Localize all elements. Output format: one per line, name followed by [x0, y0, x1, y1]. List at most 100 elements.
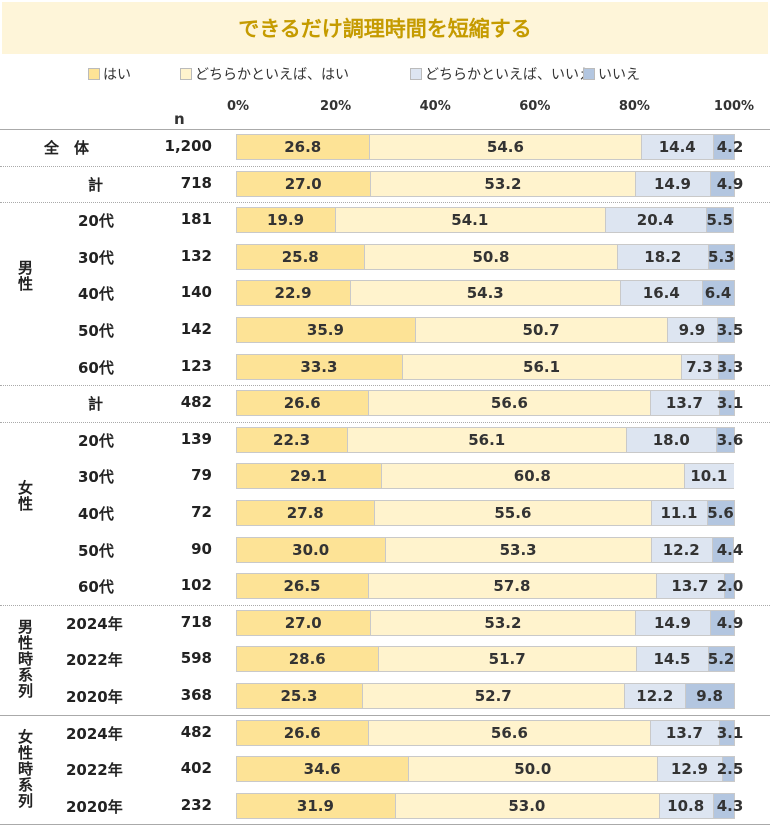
bar-segment-4: [718, 390, 735, 417]
legend-label: どちらかといえば、はい: [195, 67, 349, 83]
stacked-bar: 29.1 60.8 10.1: [236, 463, 734, 490]
stacked-bar: 22.3 56.1 18.0 3.6: [236, 426, 743, 453]
n-value: 139: [180, 429, 212, 448]
bar-segment-1: [236, 573, 368, 600]
bar-segment-4: [724, 573, 735, 600]
bar-segment-3: [635, 646, 709, 673]
data-label: 13.7: [665, 394, 703, 413]
data-label: 56.1: [523, 357, 561, 376]
data-label: 25.8: [281, 247, 319, 266]
data-label: 9.8: [696, 687, 723, 705]
data-label: 18.0: [652, 430, 690, 449]
stacked-bar: 35.9 50.7 9.9 3.5: [236, 317, 743, 343]
n-value: 368: [180, 686, 212, 704]
data-label: 4.4: [716, 540, 744, 559]
bar-segment-2: [414, 317, 668, 343]
data-label: 57.8: [493, 577, 531, 596]
stacked-bar: 28.6 51.7 14.5 5.2: [236, 646, 735, 673]
data-label: 53.0: [508, 796, 546, 815]
bar-segment-3: [624, 683, 686, 709]
bar-segment-4: [709, 170, 735, 197]
bar-segment-2: [368, 719, 651, 746]
n-header: n: [174, 110, 185, 128]
bar-segment-4: [716, 317, 735, 343]
separator: [0, 604, 770, 606]
bar-segment-2: [378, 646, 636, 673]
n-value: 140: [180, 283, 212, 302]
data-label: 54.6: [486, 138, 524, 156]
bar-segment-1: [236, 609, 371, 636]
bar-segment-2: [364, 243, 618, 270]
bar-segment-3: [651, 500, 707, 526]
n-value: 482: [180, 722, 212, 741]
bar-segment-2: [369, 134, 642, 160]
data-label: 19.9: [267, 211, 305, 230]
bar-segment-2: [380, 463, 684, 490]
bar-segment-2: [374, 500, 652, 526]
data-label: 52.7: [474, 687, 512, 705]
bar-segment-4: [718, 719, 735, 746]
bar-segment-4: [706, 207, 735, 234]
separator: [0, 824, 770, 826]
data-label: 25.3: [280, 687, 318, 705]
bar-segment-4: [712, 792, 735, 819]
bar-segment-3: [683, 463, 734, 490]
data-label: 53.2: [484, 613, 522, 632]
n-value: 1,200: [164, 137, 212, 155]
bar-segment-3: [667, 317, 717, 343]
bar-segment-1: [236, 280, 351, 307]
x-tick-label: 80%: [618, 99, 650, 114]
n-value: 181: [180, 210, 212, 229]
data-label: 29.1: [289, 467, 327, 486]
bar-segment-2: [394, 792, 659, 819]
data-label: 53.3: [499, 540, 537, 559]
data-label: 10.1: [690, 467, 728, 486]
bar-segment-1: [236, 134, 370, 160]
bar-segment-4: [716, 426, 735, 453]
n-value: 232: [180, 795, 212, 814]
bar-segment-1: [236, 756, 409, 783]
n-value: 132: [180, 246, 212, 265]
data-label: 2.0: [716, 577, 744, 596]
x-tick-label: 100%: [713, 99, 755, 114]
bar-segment-3: [620, 280, 703, 307]
bar-segment-1: [236, 792, 395, 819]
bar-segment-1: [236, 683, 362, 709]
data-label: 35.9: [306, 321, 344, 339]
chart-title: できるだけ調理時間を短縮する: [2, 2, 768, 54]
separator: [0, 129, 770, 130]
bar-segment-2: [370, 170, 636, 197]
bar-segment-4: [721, 756, 735, 783]
data-label: 26.6: [283, 723, 321, 742]
legend-label: はい: [103, 67, 131, 83]
bar-segment-4: [708, 646, 735, 673]
group-label: 女性時系列: [16, 729, 34, 809]
row-label: 40代: [78, 505, 114, 523]
bar-segment-2: [367, 573, 656, 600]
data-label: 27.0: [284, 613, 322, 632]
bar-segment-2: [370, 609, 636, 636]
data-label: 14.4: [658, 138, 696, 156]
bar-segment-1: [236, 719, 369, 746]
data-label: 28.6: [288, 650, 326, 669]
bar-segment-3: [657, 756, 722, 783]
bar-segment-3: [650, 719, 719, 746]
bar-segment-1: [236, 353, 402, 380]
bar-segment-2: [408, 756, 658, 783]
data-label: 3.3: [716, 357, 744, 376]
bar-segment-3: [641, 134, 714, 160]
row-label: 2022年: [66, 761, 123, 780]
bar-segment-2: [335, 207, 605, 234]
bar-segment-2: [347, 426, 627, 453]
bar-segment-2: [350, 280, 621, 307]
n-value: 79: [191, 466, 212, 485]
row-label: 50代: [78, 541, 114, 560]
data-label: 6.4: [704, 284, 732, 303]
stacked-bar: 26.8 54.6 14.4 4.2: [236, 134, 743, 160]
row-label: 2022年: [66, 651, 123, 670]
row-label: 計: [88, 175, 104, 194]
data-label: 10.8: [667, 796, 705, 815]
data-label: 50.7: [522, 321, 560, 339]
n-value: 90: [191, 539, 212, 558]
n-value: 142: [180, 320, 212, 338]
